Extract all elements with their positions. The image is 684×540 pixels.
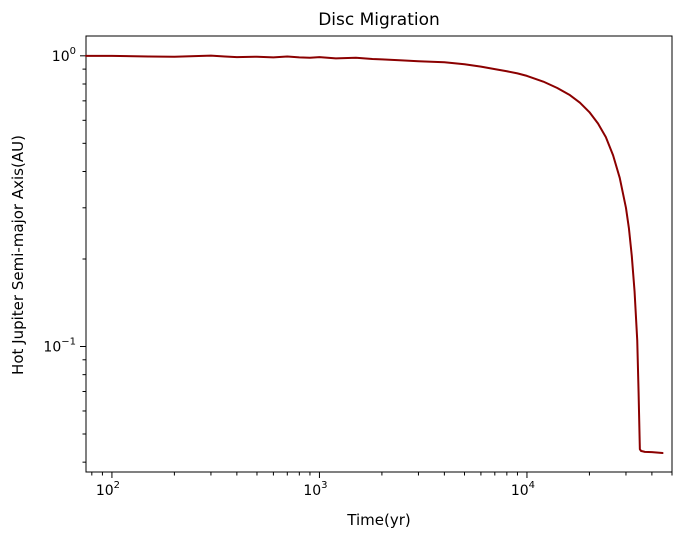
x-axis-label: Time(yr) [346, 511, 410, 529]
data-series-line [85, 54, 664, 455]
x-tick-label: 102 [96, 480, 120, 499]
y-tick-label: 10−1 [43, 336, 76, 355]
plot-area [85, 35, 673, 473]
y-axis-label: Hot Jupiter Semi-major Axis(AU) [9, 135, 27, 375]
chart-title: Disc Migration [318, 10, 440, 30]
x-tick-label: 103 [303, 480, 327, 499]
y-tick-label: 100 [52, 46, 76, 65]
x-axis: 102 103 104 [91, 472, 673, 499]
x-tick-label: 104 [511, 480, 535, 499]
y-axis: 100 10−1 [43, 46, 86, 463]
series-layer [85, 54, 664, 455]
